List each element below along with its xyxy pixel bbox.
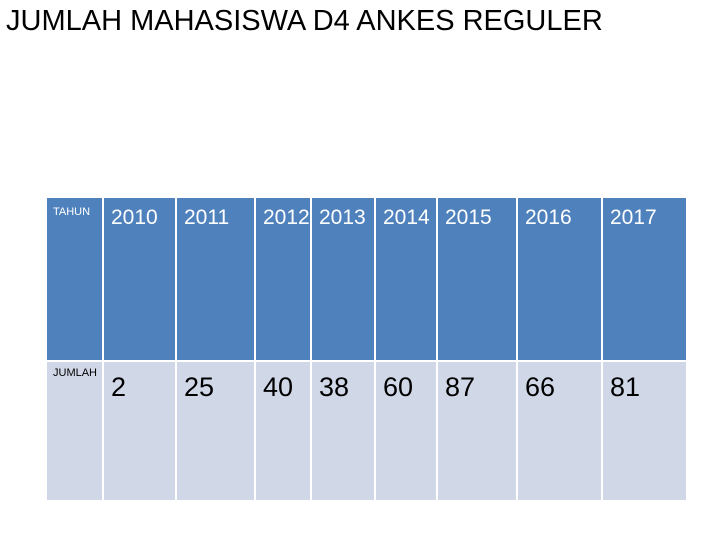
year-cell: 2016 — [516, 196, 603, 362]
count-cell: 38 — [310, 360, 376, 502]
year-cell: 2010 — [102, 196, 177, 362]
year-cell: 2011 — [175, 196, 256, 362]
count-row: JUMLAH 2 25 40 38 60 87 66 81 — [45, 360, 688, 502]
count-cell: 66 — [516, 360, 603, 502]
year-cell: 2015 — [436, 196, 518, 362]
count-row-label: JUMLAH — [45, 360, 104, 502]
count-cell: 60 — [374, 360, 438, 502]
count-cell: 2 — [102, 360, 177, 502]
student-count-table: TAHUN 2010 2011 2012 2013 2014 2015 2016… — [45, 196, 688, 502]
year-cell: 2012 — [254, 196, 312, 362]
count-cell: 25 — [175, 360, 256, 502]
count-cell: 81 — [601, 360, 688, 502]
count-cell: 87 — [436, 360, 518, 502]
year-cell: 2017 — [601, 196, 688, 362]
count-cell: 40 — [254, 360, 312, 502]
slide-title: JUMLAH MAHASISWA D4 ANKES REGULER — [6, 5, 603, 37]
year-cell: 2013 — [310, 196, 376, 362]
year-cell: 2014 — [374, 196, 438, 362]
year-row: TAHUN 2010 2011 2012 2013 2014 2015 2016… — [45, 196, 688, 362]
year-row-label: TAHUN — [45, 196, 104, 362]
